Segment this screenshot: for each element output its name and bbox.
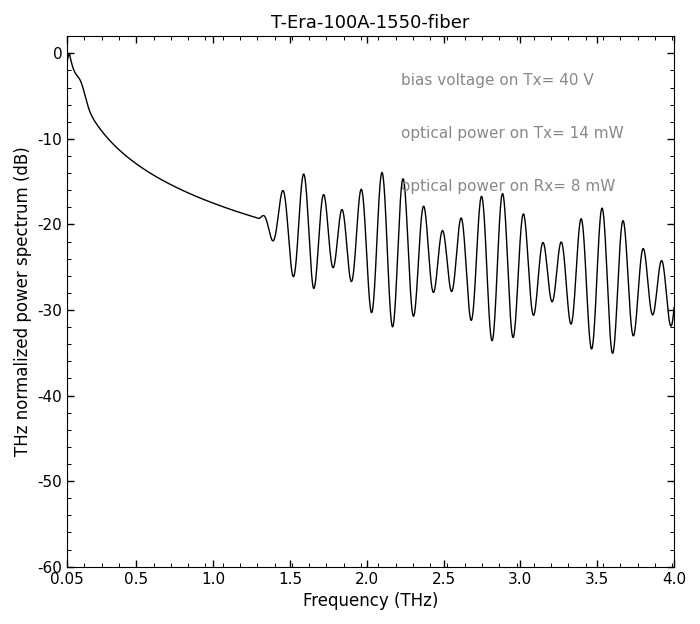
Text: optical power on Rx= 8 mW: optical power on Rx= 8 mW bbox=[401, 180, 615, 195]
Text: bias voltage on Tx= 40 V: bias voltage on Tx= 40 V bbox=[401, 74, 594, 89]
Text: optical power on Tx= 14 mW: optical power on Tx= 14 mW bbox=[401, 127, 624, 142]
X-axis label: Frequency (THz): Frequency (THz) bbox=[303, 592, 438, 610]
Title: T-Era-100A-1550-fiber: T-Era-100A-1550-fiber bbox=[272, 14, 470, 32]
Y-axis label: THz normalized power spectrum (dB): THz normalized power spectrum (dB) bbox=[14, 147, 32, 456]
